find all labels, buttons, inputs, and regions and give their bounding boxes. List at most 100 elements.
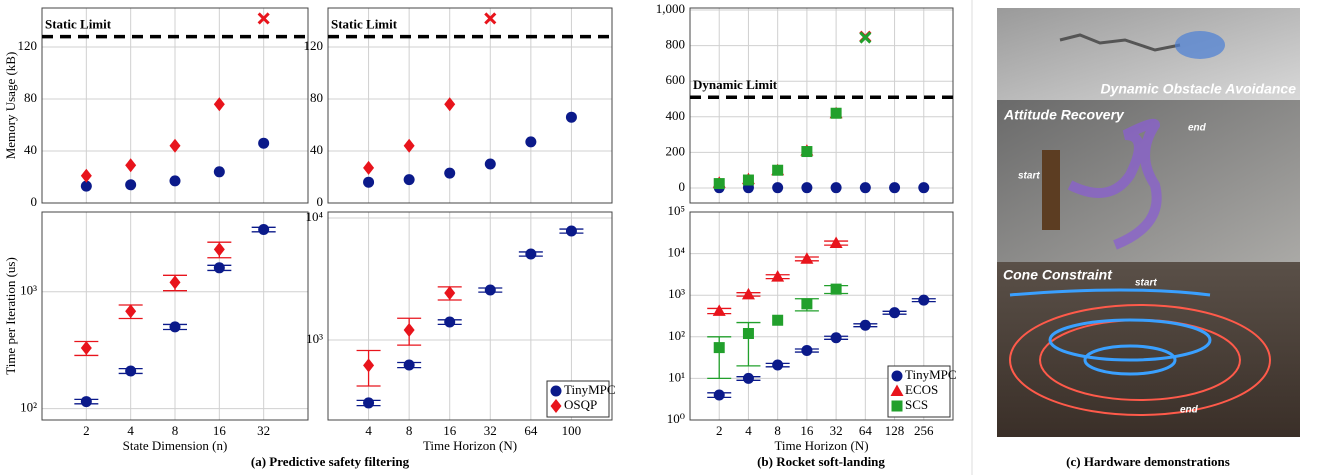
marker: [889, 182, 901, 194]
marker: [169, 138, 181, 153]
marker: [363, 397, 375, 409]
marker: [771, 270, 785, 282]
y-tick-label: 10²: [668, 328, 685, 343]
marker: [890, 384, 904, 396]
y-tick-label: 400: [666, 108, 686, 123]
marker: [363, 160, 375, 175]
y-tick-label: 0: [31, 194, 38, 209]
marker: [891, 370, 903, 382]
photo-label: start: [1135, 278, 1157, 289]
x-tick-label: 8: [406, 423, 413, 438]
marker: [258, 224, 270, 236]
marker: [891, 400, 903, 412]
marker: [363, 358, 375, 373]
photo-label: end: [1180, 405, 1199, 416]
y-tick-label: 10⁵: [667, 203, 685, 218]
x-tick-label: 8: [774, 423, 781, 438]
y-tick-label: 10³: [20, 283, 37, 298]
x-tick-label: 8: [172, 423, 179, 438]
marker: [484, 158, 496, 170]
marker: [403, 138, 415, 153]
marker: [713, 342, 725, 354]
marker: [859, 182, 871, 194]
y-tick-label: 800: [666, 37, 686, 52]
x-tick-label: 4: [745, 423, 752, 438]
caption: (c) Hardware demonstrations: [1066, 454, 1230, 469]
y-tick-label: 10²: [20, 400, 37, 415]
photo-title: Attitude Recovery: [1003, 107, 1125, 123]
marker: [772, 182, 784, 194]
caption: (b) Rocket soft-landing: [757, 454, 885, 469]
legend-label: OSQP: [564, 397, 597, 412]
legend-label: TinyMPC: [905, 367, 957, 382]
photo-title: Dynamic Obstacle Avoidance: [1100, 81, 1296, 97]
x-tick-label: 16: [213, 423, 227, 438]
y-tick-label: 10³: [306, 331, 323, 346]
marker: [918, 294, 930, 306]
x-tick-label: 4: [365, 423, 372, 438]
marker: [525, 248, 537, 260]
legend-label: ECOS: [905, 382, 938, 397]
y-tick-label: 40: [24, 142, 37, 157]
y-tick-label: 10⁴: [667, 245, 685, 260]
photo-detail: [1083, 344, 1177, 376]
photo-detail: [1059, 33, 1181, 52]
marker: [125, 365, 137, 377]
limit-label: Static Limit: [331, 17, 398, 32]
marker: [742, 328, 754, 340]
y-axis-label: Time per Iteration (us): [3, 257, 18, 375]
marker: [525, 136, 537, 148]
x-tick-label: 64: [859, 423, 873, 438]
marker: [213, 97, 225, 112]
marker: [403, 174, 415, 186]
marker: [80, 168, 92, 183]
marker: [713, 389, 725, 401]
y-tick-label: 0: [317, 194, 324, 209]
photo-detail: [1009, 304, 1271, 416]
x-axis-label: State Dimension (n): [123, 438, 228, 453]
marker: [80, 180, 92, 192]
marker: [772, 359, 784, 371]
marker: [801, 298, 813, 310]
marker: [403, 359, 415, 371]
marker: [258, 137, 270, 149]
marker: [830, 182, 842, 194]
photo-detail: [1042, 150, 1060, 230]
photo-detail: [1067, 118, 1162, 250]
plot-frame: [327, 7, 613, 204]
x-axis-label: Time Horizon (N): [423, 438, 517, 453]
x-axis-label: Time Horizon (N): [774, 438, 868, 453]
x-tick-label: 32: [484, 423, 497, 438]
marker: [363, 176, 375, 188]
marker: [169, 275, 181, 290]
marker: [550, 385, 562, 397]
x-tick-label: 2: [83, 423, 90, 438]
photo-detail: [1048, 318, 1212, 362]
plot-frame: [689, 211, 954, 421]
marker: [889, 307, 901, 319]
marker: [444, 316, 456, 328]
x-tick-label: 32: [830, 423, 843, 438]
marker: [800, 252, 814, 264]
y-tick-label: 1,000: [656, 1, 685, 16]
photo-panel: Dynamic Obstacle Avoidance Attitude Reco…: [997, 8, 1300, 437]
marker: [829, 236, 843, 248]
plot-frame: [41, 211, 309, 421]
marker: [257, 12, 270, 25]
marker: [801, 146, 813, 158]
marker: [125, 304, 137, 319]
marker: [801, 182, 813, 194]
marker: [918, 182, 930, 194]
y-tick-label: 120: [18, 38, 38, 53]
legend-label: TinyMPC: [564, 382, 616, 397]
photo-title: Cone Constraint: [1003, 267, 1113, 283]
photo-detail: [1175, 31, 1225, 59]
photo: [997, 8, 1300, 100]
limit-label: Dynamic Limit: [693, 77, 778, 92]
x-tick-label: 16: [443, 423, 457, 438]
x-tick-label: 64: [524, 423, 538, 438]
limit-label: Static Limit: [45, 17, 112, 32]
y-axis-label: Memory Usage (kB): [3, 52, 18, 160]
plot-frame: [689, 7, 954, 204]
photo-label: end: [1188, 123, 1207, 134]
